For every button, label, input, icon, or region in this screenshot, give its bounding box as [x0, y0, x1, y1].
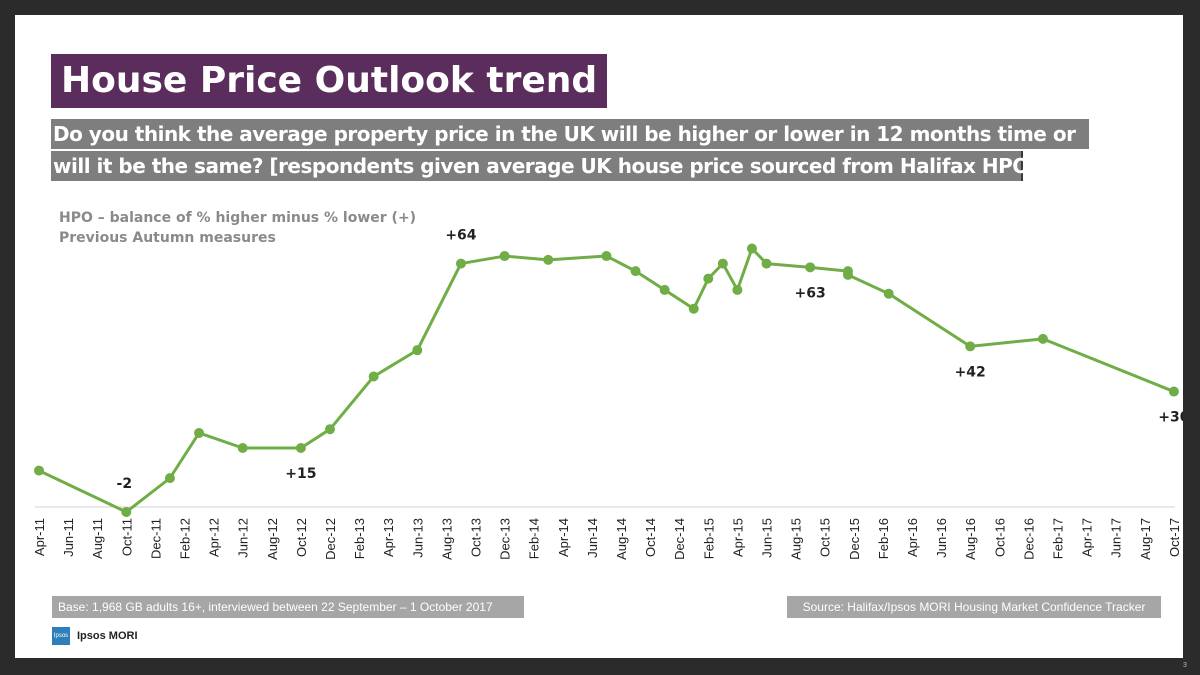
- ipsos-logo-icon: Ipsos: [52, 627, 70, 645]
- x-tick-label: Apr-17: [1080, 518, 1095, 557]
- x-tick-label: Apr-16: [905, 518, 920, 557]
- data-point: [499, 251, 510, 262]
- page-number: 3: [1183, 662, 1187, 669]
- x-tick-label: Oct-13: [469, 518, 484, 557]
- data-label: +30: [1158, 410, 1183, 426]
- x-tick-label: Oct-17: [1167, 518, 1182, 557]
- x-tick-label: Jun-17: [1109, 518, 1124, 558]
- x-tick-label: Aug-15: [789, 518, 804, 560]
- x-tick-label: Aug-11: [90, 518, 105, 559]
- data-label: -2: [117, 476, 133, 492]
- x-tick-label: Dec-13: [498, 518, 513, 560]
- page-title: House Price Outlook trend: [51, 54, 608, 108]
- x-tick-label: Feb-17: [1051, 518, 1066, 559]
- data-point: [412, 345, 423, 356]
- x-tick-label: Oct-11: [119, 518, 134, 556]
- brand-name: Ipsos MORI: [77, 630, 138, 642]
- x-tick-label: Jun-14: [585, 518, 600, 558]
- data-point: [368, 371, 379, 382]
- data-point: [325, 424, 335, 435]
- data-label: +15: [285, 466, 316, 482]
- x-tick-label: Aug-16: [963, 518, 978, 560]
- x-tick-label: Apr-12: [207, 518, 222, 557]
- data-point: [703, 273, 714, 284]
- data-labels: -2 +15 +64 +63 +42 +30: [117, 228, 1183, 492]
- x-tick-label: Feb-14: [527, 518, 542, 559]
- x-tick-label: Oct-16: [992, 518, 1007, 557]
- data-point: [965, 341, 976, 352]
- x-tick-label: Apr-13: [381, 518, 396, 557]
- data-point: [295, 443, 306, 454]
- x-tick-label: Feb-16: [876, 518, 891, 559]
- x-tick-label: Apr-11: [32, 518, 47, 556]
- data-point: [543, 254, 554, 265]
- data-point: [659, 284, 670, 295]
- data-point: [630, 266, 641, 277]
- x-tick-label: Aug-17: [1138, 518, 1153, 560]
- x-tick-label: Apr-14: [556, 518, 571, 557]
- x-tick-label: Dec-15: [847, 518, 862, 560]
- data-point: [842, 269, 853, 280]
- x-tick-label: Oct-15: [818, 518, 833, 557]
- data-point: [1037, 333, 1048, 344]
- x-tick-label: Aug-14: [614, 518, 629, 560]
- x-axis-tick-labels: Apr-11 Jun-11 Aug-11 Oct-11 Dec-11 Feb-12 Apr-…: [32, 518, 1182, 560]
- x-tick-label: Dec-12: [323, 518, 338, 560]
- data-point: [237, 443, 248, 454]
- legend-hpo-balance: HPO – balance of % higher minus % lower …: [59, 210, 417, 226]
- data-point: [601, 251, 612, 262]
- base-note: Base: 1,968 GB adults 16+, interviewed b…: [52, 596, 524, 618]
- data-point: [121, 507, 132, 517]
- data-point: [717, 258, 728, 269]
- slide: House Price Outlook trend Do you think t…: [15, 15, 1183, 658]
- data-point: [761, 258, 772, 269]
- line-chart: Apr-11 Jun-11 Aug-11 Oct-11 Dec-11 Feb-12 Apr-…: [32, 228, 1183, 560]
- x-tick-label: Oct-14: [643, 518, 658, 557]
- x-tick-label: Feb-15: [701, 518, 716, 559]
- x-tick-label: Dec-11: [148, 518, 163, 559]
- data-label: +64: [445, 228, 476, 244]
- data-point: [805, 262, 816, 273]
- series-line: [38, 247, 1175, 514]
- x-tick-label: Jun-15: [760, 518, 775, 558]
- series-points: [34, 243, 1179, 517]
- source-note: Source: Halifax/Ipsos MORI Housing Marke…: [787, 596, 1161, 618]
- x-tick-label: Dec-16: [1021, 518, 1036, 560]
- data-label: +42: [955, 364, 986, 380]
- x-tick-label: Jun-16: [934, 518, 949, 558]
- x-tick-label: Jun-12: [236, 518, 251, 558]
- x-tick-label: Apr-15: [730, 518, 745, 557]
- question-line-2: will it be the same? [respondents given …: [51, 151, 1038, 181]
- x-tick-label: Feb-13: [352, 518, 367, 559]
- data-point: [746, 243, 757, 254]
- legend-previous-autumn: Previous Autumn measures: [59, 230, 276, 246]
- data-point: [732, 284, 743, 295]
- x-tick-label: Jun-11: [61, 518, 76, 557]
- x-tick-label: Dec-14: [672, 518, 687, 560]
- x-tick-label: Aug-13: [439, 518, 454, 560]
- data-point: [1168, 386, 1179, 397]
- data-point: [883, 288, 894, 299]
- question-line-1: Do you think the average property price …: [51, 119, 1089, 149]
- x-tick-label: Aug-12: [265, 518, 280, 560]
- data-point: [164, 473, 175, 484]
- data-point: [688, 303, 699, 314]
- x-tick-label: Oct-12: [294, 518, 309, 557]
- data-point: [34, 465, 44, 476]
- data-point: [455, 258, 466, 269]
- x-tick-label: Jun-13: [410, 518, 425, 558]
- x-tick-label: Feb-12: [178, 518, 193, 559]
- data-point: [194, 427, 205, 438]
- data-label: +63: [795, 285, 826, 301]
